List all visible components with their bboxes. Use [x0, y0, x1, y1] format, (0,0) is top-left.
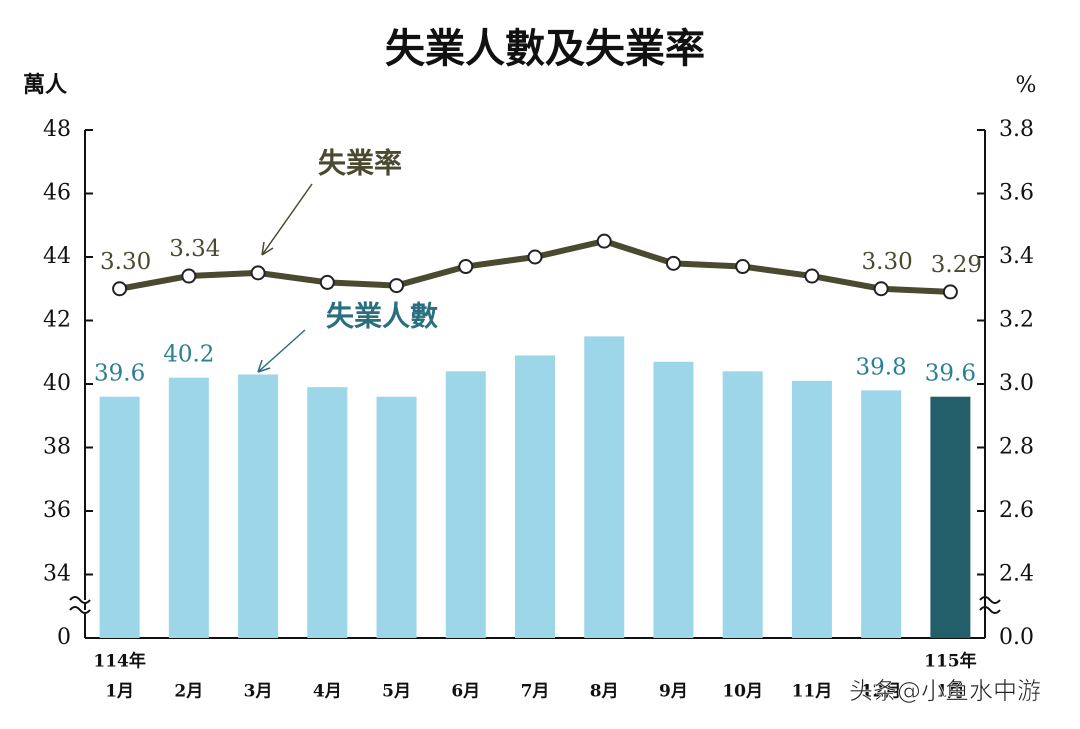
bar-value-label: 39.6: [94, 361, 145, 387]
bar: [861, 390, 902, 638]
bar: [584, 336, 625, 638]
bar: [307, 387, 348, 638]
watermark: 头条@小鱼水中游: [849, 677, 1041, 705]
x-tick-label: 2月: [174, 682, 203, 702]
line-marker: [112, 281, 128, 297]
x-tick-label: 12月: [861, 682, 902, 702]
line-marker: [389, 278, 405, 294]
bar: [168, 377, 209, 638]
break-mark: [979, 596, 1001, 614]
bar: [238, 374, 279, 638]
line: [119, 238, 951, 295]
arrow: [257, 329, 306, 373]
line-marker: [527, 249, 543, 265]
bar: [445, 371, 486, 638]
y2ticks-label: 2.6: [999, 498, 1034, 523]
x-tick-label: 1月: [936, 682, 965, 702]
y2ticks-label: 3.8: [999, 117, 1034, 142]
line-value-label: 3.29: [931, 252, 982, 278]
bar: [515, 355, 555, 638]
bar-value-label: 40.2: [163, 342, 214, 368]
chart-title: 失業人數及失業率: [385, 25, 705, 72]
yticks-label: 0: [57, 625, 71, 650]
x-tick-label: 10月: [722, 682, 763, 702]
axis-breaks: [69, 596, 1001, 614]
yticks-label: 42: [43, 308, 71, 333]
yticks-label: 48: [43, 117, 71, 142]
yticks-label: 34: [43, 562, 71, 587]
annotation-arrows: [257, 183, 313, 373]
x-tick-label: 6月: [451, 682, 480, 702]
y2ticks-label: 3.4: [999, 244, 1034, 269]
line-marker: [873, 281, 889, 297]
line-marker: [250, 265, 266, 281]
x-tick-label: 9月: [659, 682, 688, 702]
line-value-label: 3.30: [100, 249, 151, 275]
bar-value-label: 39.6: [925, 361, 976, 387]
x-tick-label: 4月: [313, 682, 342, 702]
y2ticks-label: 3.6: [999, 181, 1034, 206]
line-marker: [735, 259, 751, 275]
y2ticks-label: 3.0: [999, 371, 1034, 396]
bar-value-label: 39.8: [856, 354, 907, 380]
yticks-label: 46: [43, 181, 71, 206]
bar: [376, 396, 417, 638]
line-marker: [942, 284, 958, 300]
line-annotation: 失業率: [318, 147, 402, 180]
x-tick-label: 1月: [105, 682, 134, 702]
y2ticks-label: 3.2: [999, 308, 1034, 333]
x-group-label: 114年: [93, 651, 146, 672]
y2ticks-label: 0.0: [999, 625, 1034, 650]
x-tick-label: 3月: [244, 682, 273, 702]
bar: [791, 380, 832, 638]
x-group-label: 115年: [924, 651, 977, 672]
bar-annotation: 失業人數: [326, 300, 438, 333]
x-tick-label: 11月: [792, 682, 833, 702]
y2ticks-label: 2.4: [999, 562, 1034, 587]
line-marker: [458, 259, 474, 275]
break-mark: [69, 596, 91, 614]
yticks-label: 44: [43, 244, 71, 269]
line-marker: [319, 274, 335, 290]
y-unit: 萬人: [23, 72, 67, 98]
arrow: [261, 183, 313, 256]
bar: [930, 396, 971, 638]
bar: [653, 361, 694, 638]
x-tick-label: 8月: [590, 682, 619, 702]
yticks-label: 38: [43, 435, 71, 460]
x-tick-label: 5月: [382, 682, 411, 702]
line-marker: [596, 233, 612, 249]
bar: [99, 396, 140, 638]
x-tick-label: 7月: [521, 682, 550, 702]
y2ticks-label: 2.8: [999, 435, 1034, 460]
yticks-label: 40: [43, 371, 71, 396]
line-marker: [804, 268, 820, 284]
line-marker: [181, 268, 197, 284]
line-value-label: 3.30: [862, 249, 913, 275]
y2-unit: %: [1016, 73, 1037, 98]
line-value-label: 3.34: [169, 236, 220, 262]
yticks-label: 36: [43, 498, 71, 523]
line-marker: [665, 255, 681, 271]
bar: [722, 371, 763, 638]
